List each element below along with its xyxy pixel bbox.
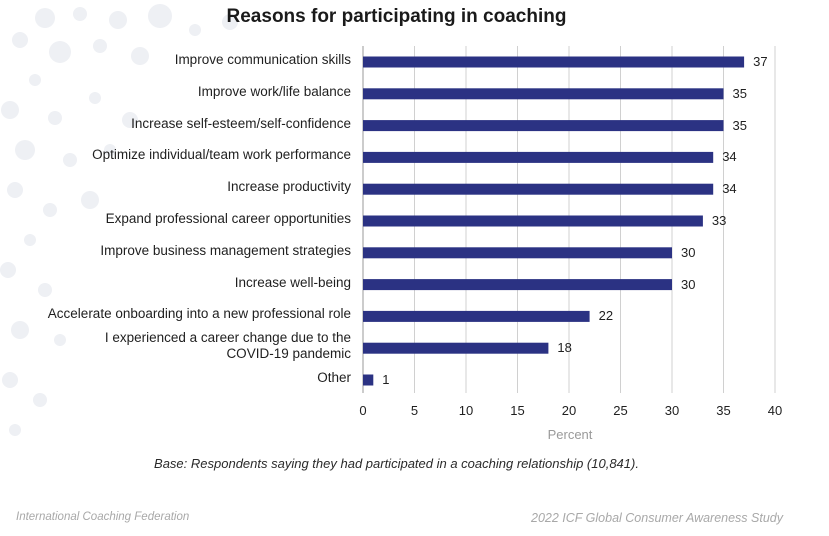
background-dot bbox=[9, 424, 21, 436]
background-dot bbox=[73, 7, 87, 21]
x-tick-label: 40 bbox=[767, 403, 783, 418]
background-dot bbox=[1, 101, 19, 119]
background-dot bbox=[189, 24, 201, 36]
background-dot bbox=[104, 144, 116, 156]
footer-organization: International Coaching Federation bbox=[16, 511, 190, 523]
category-label: Increase self-esteem/self-confidence bbox=[0, 116, 351, 132]
background-dot bbox=[49, 41, 71, 63]
bar-value-label: 34 bbox=[722, 181, 737, 197]
background-dot bbox=[54, 334, 66, 346]
background-dot bbox=[7, 182, 23, 198]
category-label-line: Improve business management strategies bbox=[100, 242, 351, 258]
background-dot bbox=[109, 11, 127, 29]
bar bbox=[363, 88, 724, 100]
x-tick-label: 15 bbox=[510, 403, 525, 418]
x-axis-label: Percent bbox=[547, 427, 593, 442]
category-label: Improve work/life balance bbox=[0, 84, 351, 100]
category-label-line: Optimize individual/team work performanc… bbox=[92, 147, 351, 163]
bar-value-label: 35 bbox=[732, 85, 747, 101]
background-dot bbox=[12, 32, 28, 48]
bar bbox=[363, 374, 374, 386]
bar bbox=[363, 279, 672, 291]
x-tick-label: 10 bbox=[458, 403, 474, 418]
background-dot bbox=[131, 47, 149, 65]
bar bbox=[363, 120, 724, 132]
bar-value-label: 37 bbox=[753, 54, 768, 69]
x-tick-label: 20 bbox=[561, 403, 577, 418]
chart-title: Reasons for participating in coaching bbox=[226, 6, 567, 27]
footer-study-name: 2022 ICF Global Consumer Awareness Study bbox=[531, 511, 783, 525]
bar bbox=[363, 247, 672, 259]
background-dot bbox=[43, 203, 57, 217]
bar-value-label: 1 bbox=[382, 372, 390, 387]
category-label-line: Improve work/life balance bbox=[197, 83, 351, 99]
x-tick-label: 30 bbox=[664, 403, 680, 418]
category-label: I experienced a career change due to the… bbox=[0, 330, 351, 362]
bar-value-label: 30 bbox=[681, 276, 696, 292]
category-label-line: I experienced a career change due to the bbox=[104, 330, 351, 346]
background-dot bbox=[81, 191, 99, 209]
bar-value-label: 30 bbox=[681, 244, 696, 260]
category-label-line: Expand professional career opportunities bbox=[105, 211, 351, 226]
bar-value-label: 35 bbox=[732, 117, 747, 133]
bar bbox=[363, 342, 549, 354]
category-label-line: Increase self-esteem/self-confidence bbox=[131, 115, 351, 131]
background-dot bbox=[48, 111, 62, 125]
category-label: Accelerate onboarding into a new profess… bbox=[0, 306, 351, 322]
background-dot bbox=[29, 74, 41, 86]
category-label-line: COVID-19 pandemic bbox=[226, 346, 351, 362]
category-label: Increase productivity bbox=[0, 179, 351, 195]
background-dot bbox=[222, 14, 238, 30]
background-dot bbox=[15, 140, 35, 160]
background-dot bbox=[148, 4, 172, 28]
background-dot bbox=[122, 112, 138, 128]
x-tick-label: 25 bbox=[613, 403, 628, 418]
category-label: Improve communication skills bbox=[0, 52, 351, 68]
background-dot bbox=[38, 283, 52, 297]
x-tick-label: 35 bbox=[716, 403, 731, 418]
bar bbox=[363, 151, 714, 163]
category-label: Improve business management strategies bbox=[0, 243, 351, 259]
x-tick-label: 0 bbox=[359, 403, 367, 418]
background-dot bbox=[24, 234, 36, 246]
bar-value-label: 34 bbox=[722, 149, 737, 165]
category-label-line: Increase well-being bbox=[234, 274, 351, 290]
category-label: Optimize individual/team work performanc… bbox=[0, 147, 351, 163]
category-label: Expand professional career opportunities bbox=[0, 211, 351, 227]
background-dot bbox=[63, 153, 77, 167]
background-dot bbox=[89, 92, 101, 104]
background-dot bbox=[35, 8, 55, 28]
category-label-line: Improve communication skills bbox=[174, 52, 351, 67]
base-note: Base: Respondents saying they had partic… bbox=[154, 456, 639, 471]
category-label: Other bbox=[0, 370, 351, 386]
category-label-line: Accelerate onboarding into a new profess… bbox=[47, 306, 351, 322]
category-label-line: Other bbox=[317, 370, 351, 385]
bar bbox=[363, 56, 745, 68]
background-dot bbox=[11, 321, 29, 339]
background-dot bbox=[0, 262, 16, 278]
bar-value-label: 18 bbox=[557, 340, 572, 356]
bar bbox=[363, 215, 703, 227]
bar bbox=[363, 310, 590, 322]
category-label-line: Increase productivity bbox=[227, 179, 351, 195]
category-label: Increase well-being bbox=[0, 275, 351, 291]
background-dot bbox=[93, 39, 107, 53]
bar-value-label: 22 bbox=[598, 308, 614, 324]
background-dot bbox=[2, 372, 18, 388]
background-dot bbox=[33, 393, 47, 407]
bar-value-label: 33 bbox=[711, 213, 727, 228]
bar bbox=[363, 183, 714, 195]
x-tick-label: 5 bbox=[410, 403, 419, 418]
